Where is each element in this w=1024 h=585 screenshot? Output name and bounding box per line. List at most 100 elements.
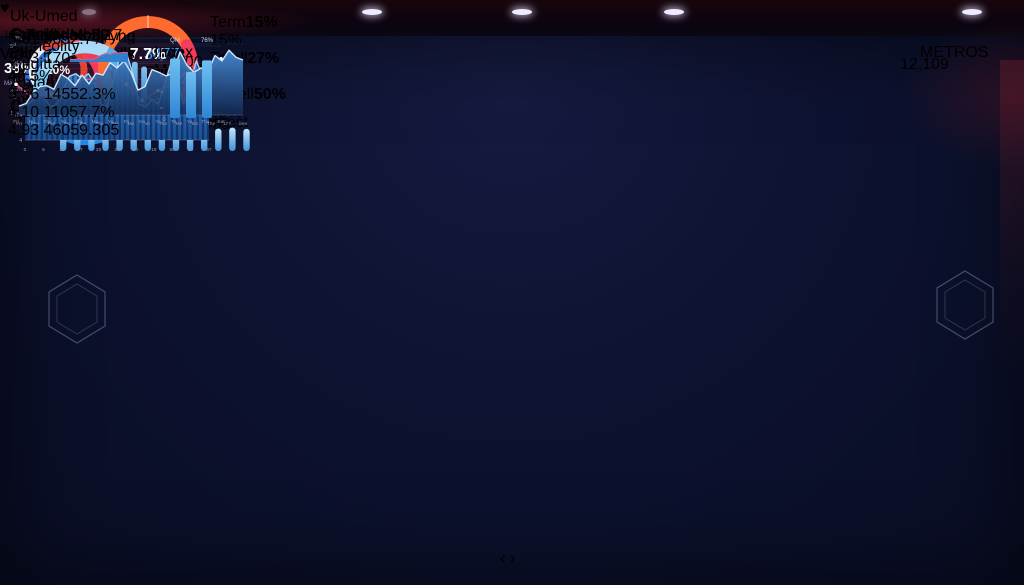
metric-row: 5.53 17046.5% bbox=[8, 49, 154, 86]
gauge-main-value: 38% bbox=[4, 60, 35, 77]
svg-text:5: 5 bbox=[10, 44, 13, 50]
chart-subtitle: Pearbroad 5.17 bbox=[12, 27, 123, 44]
red-edge bbox=[1000, 60, 1024, 380]
gauge-center-value: 10% bbox=[4, 29, 22, 39]
svg-text:5: 5 bbox=[42, 147, 45, 153]
svg-text:0: 0 bbox=[13, 113, 16, 119]
svg-text:40: 40 bbox=[114, 147, 120, 153]
svg-text:20: 20 bbox=[96, 147, 102, 153]
svg-text:The: The bbox=[159, 121, 168, 127]
svg-text:Hu: Hu bbox=[29, 119, 35, 125]
progress-slider[interactable]: ♥ bbox=[0, 0, 10, 18]
stat-group: Term15% 15% bbox=[210, 14, 278, 50]
svg-text:Ta: Ta bbox=[171, 119, 176, 125]
legend-group-header: US bbox=[10, 62, 33, 79]
svg-text:Mer: Mer bbox=[31, 121, 40, 127]
heart-icon: ♥ bbox=[0, 0, 10, 17]
svg-text:The: The bbox=[95, 121, 104, 127]
svg-text:177: 177 bbox=[223, 121, 231, 127]
svg-text:4: 4 bbox=[10, 66, 13, 72]
svg-text:1: 1 bbox=[10, 111, 13, 117]
svg-text:Wo: Wo bbox=[63, 121, 70, 127]
svg-text:Sat: Sat bbox=[217, 119, 225, 125]
gauge-label: Traflit Mod bbox=[26, 27, 101, 44]
svg-text:6: 6 bbox=[13, 60, 16, 66]
ceiling-light bbox=[82, 9, 96, 15]
circuit-pattern bbox=[0, 380, 134, 545]
svg-text:57: 57 bbox=[206, 147, 212, 153]
pager-next[interactable]: › bbox=[509, 550, 516, 567]
legend-item: Geneolity bbox=[12, 38, 80, 55]
svg-text:Tue: Tue bbox=[47, 121, 55, 127]
legend-group-header: Uk-Umed bbox=[10, 8, 78, 25]
svg-text:70: 70 bbox=[16, 87, 22, 93]
toggle-option-fyng[interactable]: Fyng bbox=[100, 28, 136, 45]
svg-text:Thu: Thu bbox=[201, 119, 210, 125]
pagination: ‹ › bbox=[500, 550, 515, 568]
svg-text:The: The bbox=[207, 121, 216, 127]
svg-text:19: 19 bbox=[151, 147, 157, 153]
metric-rows: 5.61 8052.7% 5.53 17046.5% 5.56 14552.3% 4.… bbox=[8, 31, 154, 140]
svg-text:76%: 76% bbox=[201, 38, 214, 44]
svg-text:Ke: Ke bbox=[139, 119, 145, 125]
table-header: Index bbox=[154, 44, 194, 61]
metric-label: METROS bbox=[920, 44, 989, 61]
svg-text:Fri: Fri bbox=[16, 121, 22, 127]
svg-text:Yo: Yo bbox=[155, 119, 161, 125]
svg-text:Wa: Wa bbox=[111, 121, 118, 127]
svg-text:Yo: Yo bbox=[61, 119, 67, 125]
chart-subtitle: Sustimdox 29 bbox=[12, 27, 109, 44]
svg-text:14: 14 bbox=[16, 112, 22, 118]
red-glow-right bbox=[900, 20, 1024, 170]
svg-text:Hu: Hu bbox=[76, 119, 82, 125]
svg-text:Mo: Mo bbox=[92, 119, 99, 125]
metric-value: 12,109 bbox=[900, 56, 949, 73]
hexagon-decoration bbox=[48, 274, 106, 344]
ceiling-light bbox=[362, 9, 382, 15]
svg-text:Yu: Yu bbox=[187, 119, 193, 125]
svg-text:90: 90 bbox=[16, 61, 22, 67]
svg-text:QM: QM bbox=[170, 38, 180, 44]
svg-text:90: 90 bbox=[170, 147, 176, 153]
stat-row: Term15% bbox=[210, 14, 278, 31]
svg-text:0: 0 bbox=[162, 117, 165, 123]
svg-text:3: 3 bbox=[10, 88, 13, 94]
hexagon-decoration bbox=[936, 270, 994, 340]
svg-text:Thu: Thu bbox=[43, 119, 52, 125]
svg-text:4: 4 bbox=[19, 138, 22, 144]
svg-text:38: 38 bbox=[133, 147, 139, 153]
metric-row: 5.61 8052.7% bbox=[8, 31, 107, 48]
gauge-center-value: 7.7% bbox=[129, 46, 167, 63]
svg-text:8: 8 bbox=[13, 42, 16, 48]
svg-text:Ve: Ve bbox=[144, 121, 150, 127]
svg-text:Me: Me bbox=[128, 121, 135, 127]
ceiling-light bbox=[664, 9, 684, 15]
ceiling-light bbox=[512, 9, 532, 15]
svg-text:Fri: Fri bbox=[124, 119, 130, 125]
svg-text:Mo: Mo bbox=[192, 121, 199, 127]
svg-text:Yu: Yu bbox=[108, 119, 114, 125]
svg-text:10: 10 bbox=[59, 147, 65, 153]
svg-text:See: See bbox=[239, 121, 248, 127]
gauge-main-label: May bbox=[4, 80, 16, 87]
svg-text:Me: Me bbox=[80, 121, 87, 127]
svg-text:Fri: Fri bbox=[13, 119, 19, 125]
circuit-pattern bbox=[894, 380, 1024, 545]
svg-text:3%: 3% bbox=[15, 36, 23, 42]
pager-prev[interactable]: ‹ bbox=[500, 550, 506, 567]
svg-text:77: 77 bbox=[78, 147, 84, 153]
legend-item: Frigitta bbox=[12, 56, 61, 73]
svg-text:4: 4 bbox=[13, 77, 16, 83]
svg-text:2: 2 bbox=[13, 95, 16, 101]
svg-text:20: 20 bbox=[188, 147, 194, 153]
ceiling-light bbox=[962, 9, 982, 15]
metric-row: 4.93 46059.305 bbox=[8, 122, 120, 139]
legend-item: Cutsus bbox=[10, 26, 60, 43]
metric-row: 5.56 14552.3% bbox=[8, 86, 116, 103]
background-band bbox=[0, 230, 1024, 376]
metric-row: 4.10 11057.7% bbox=[8, 104, 115, 121]
stat-subrow: 15% bbox=[210, 32, 243, 49]
bar-chart: QM 76% 0 bbox=[160, 30, 216, 126]
svg-text:0: 0 bbox=[24, 147, 27, 153]
